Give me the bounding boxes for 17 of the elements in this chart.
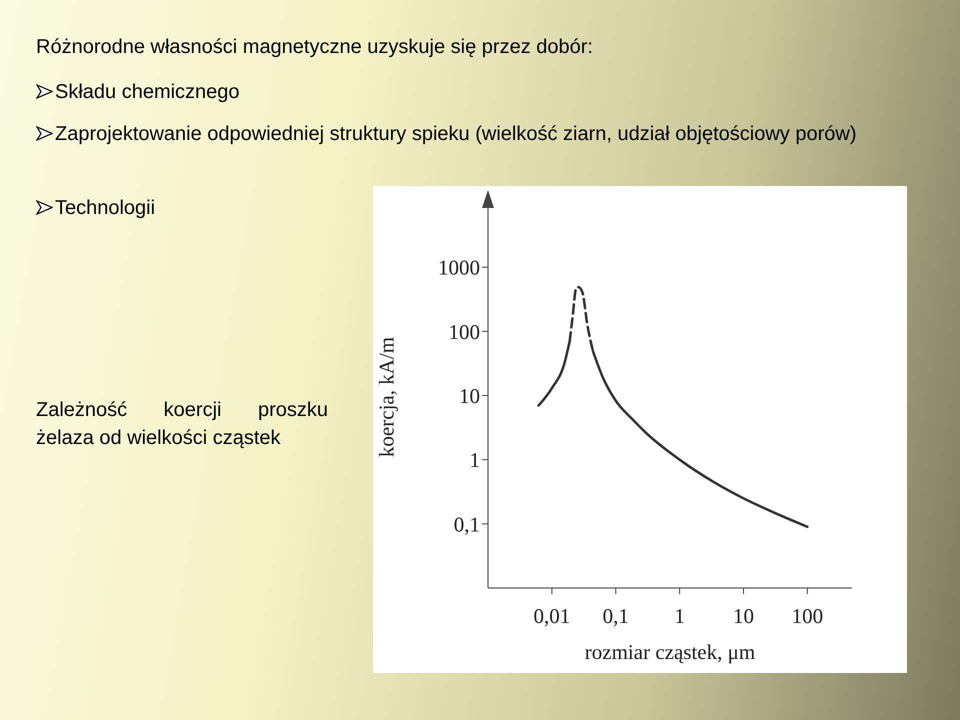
text: Zaprojektowanie odpowiedniej struktury spieku (wielkość ziarn, udział objętościowy porów) bbox=[54, 122, 858, 146]
y-tick-label: 1000 bbox=[438, 256, 480, 280]
y-tick-label: 10 bbox=[459, 384, 480, 408]
y-tick-label: 100 bbox=[448, 320, 480, 344]
text: Składu chemicznego bbox=[54, 80, 241, 104]
x-tick-label: 1 bbox=[674, 604, 685, 628]
x-tick-label: 0,01 bbox=[533, 604, 570, 628]
y-axis-title: koercja, kA/m bbox=[374, 336, 398, 458]
x-axis-title: rozmiar cząstek, μm bbox=[584, 640, 756, 664]
text: Różnorodne własności magnetyczne uzyskuje się przez dobór: bbox=[36, 36, 593, 59]
x-tick-label: 10 bbox=[732, 604, 754, 628]
y-tick-label: 0,1 bbox=[454, 512, 480, 536]
x-tick-label: 0,1 bbox=[602, 604, 629, 628]
text: Technologii bbox=[54, 196, 156, 220]
text: Zależność koercji proszku żelaza od wielkości cząstek bbox=[36, 398, 328, 451]
y-tick-label: 1 bbox=[470, 448, 480, 472]
x-tick-label: 100 bbox=[792, 604, 824, 628]
